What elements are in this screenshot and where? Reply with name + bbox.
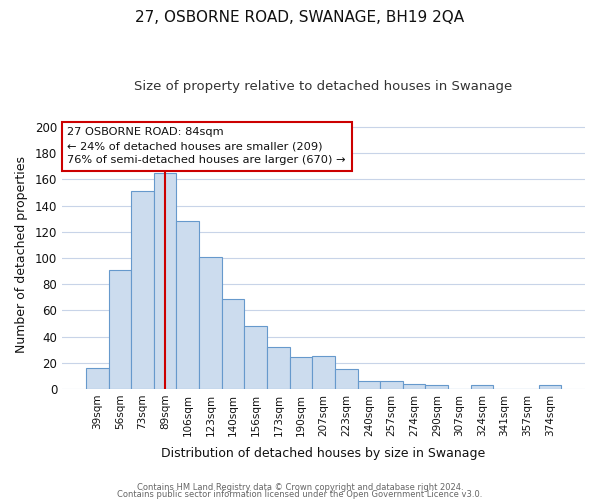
- Bar: [222, 298, 244, 389]
- Bar: [267, 347, 290, 389]
- Text: 27 OSBORNE ROAD: 84sqm
← 24% of detached houses are smaller (209)
76% of semi-de: 27 OSBORNE ROAD: 84sqm ← 24% of detached…: [67, 128, 346, 166]
- Bar: [425, 385, 448, 389]
- Y-axis label: Number of detached properties: Number of detached properties: [15, 156, 28, 353]
- Text: 27, OSBORNE ROAD, SWANAGE, BH19 2QA: 27, OSBORNE ROAD, SWANAGE, BH19 2QA: [136, 10, 464, 25]
- Bar: [358, 381, 380, 389]
- Bar: [244, 326, 267, 389]
- Bar: [403, 384, 425, 389]
- Bar: [86, 368, 109, 389]
- Bar: [131, 191, 154, 389]
- Bar: [199, 256, 222, 389]
- Title: Size of property relative to detached houses in Swanage: Size of property relative to detached ho…: [134, 80, 513, 93]
- Text: Contains public sector information licensed under the Open Government Licence v3: Contains public sector information licen…: [118, 490, 482, 499]
- X-axis label: Distribution of detached houses by size in Swanage: Distribution of detached houses by size …: [161, 447, 486, 460]
- Bar: [154, 173, 176, 389]
- Bar: [109, 270, 131, 389]
- Bar: [335, 370, 358, 389]
- Bar: [290, 358, 312, 389]
- Bar: [176, 222, 199, 389]
- Bar: [312, 356, 335, 389]
- Bar: [380, 381, 403, 389]
- Text: Contains HM Land Registry data © Crown copyright and database right 2024.: Contains HM Land Registry data © Crown c…: [137, 484, 463, 492]
- Bar: [471, 385, 493, 389]
- Bar: [539, 385, 561, 389]
